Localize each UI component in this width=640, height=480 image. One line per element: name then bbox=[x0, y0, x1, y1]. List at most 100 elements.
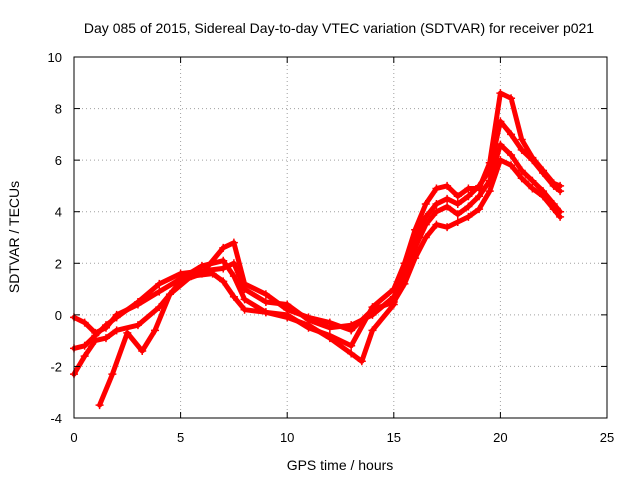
data-point bbox=[443, 181, 452, 190]
data-point bbox=[229, 292, 238, 301]
chart-title: Day 085 of 2015, Sidereal Day-to-day VTE… bbox=[84, 20, 594, 36]
data-point bbox=[539, 192, 548, 201]
series-track-2 bbox=[71, 90, 563, 349]
data-point bbox=[528, 176, 537, 185]
axis-ticks: 0 5 10 15 20 25 -4 -2 0 2 4 6 8 10 bbox=[48, 50, 615, 445]
data-point bbox=[123, 328, 132, 337]
data-point bbox=[507, 94, 516, 103]
data-point bbox=[95, 401, 104, 410]
data-point bbox=[517, 135, 526, 144]
data-point bbox=[112, 326, 121, 335]
data-point bbox=[475, 205, 484, 214]
data-point bbox=[240, 305, 249, 314]
data-point bbox=[219, 277, 228, 286]
data-point bbox=[517, 174, 526, 183]
data-point bbox=[411, 233, 420, 242]
y-tick-label: -4 bbox=[50, 411, 62, 426]
data-point bbox=[411, 254, 420, 263]
data-point bbox=[219, 256, 228, 265]
x-tick-label: 0 bbox=[70, 430, 77, 445]
data-point bbox=[197, 261, 206, 270]
y-tick-label: 4 bbox=[55, 205, 62, 220]
data-point bbox=[80, 352, 89, 361]
x-tick-label: 25 bbox=[600, 430, 614, 445]
data-point bbox=[389, 300, 398, 309]
data-point bbox=[261, 297, 270, 306]
data-point bbox=[556, 187, 565, 196]
data-point bbox=[507, 130, 516, 139]
data-point bbox=[464, 192, 473, 201]
data-point bbox=[261, 308, 270, 317]
data-point bbox=[517, 145, 526, 154]
data-point bbox=[240, 279, 249, 288]
data-point bbox=[443, 223, 452, 232]
y-tick-label: 0 bbox=[55, 308, 62, 323]
data-point bbox=[347, 349, 356, 358]
data-point bbox=[528, 184, 537, 193]
data-point bbox=[453, 199, 462, 208]
plot-frame bbox=[73, 56, 608, 419]
data-point bbox=[357, 357, 366, 366]
data-point bbox=[208, 269, 217, 278]
data-point bbox=[133, 300, 142, 309]
data-point bbox=[229, 259, 238, 268]
data-point bbox=[155, 287, 164, 296]
data-series bbox=[70, 89, 565, 410]
data-point bbox=[432, 184, 441, 193]
x-tick-label: 5 bbox=[177, 430, 184, 445]
y-tick-label: 10 bbox=[48, 50, 62, 65]
data-point bbox=[507, 150, 516, 159]
data-point bbox=[475, 192, 484, 201]
data-point bbox=[507, 161, 516, 170]
data-point bbox=[432, 207, 441, 216]
data-point bbox=[421, 199, 430, 208]
data-point bbox=[496, 156, 505, 165]
data-point bbox=[432, 199, 441, 208]
data-point bbox=[304, 313, 313, 322]
data-point bbox=[138, 346, 147, 355]
data-point bbox=[165, 290, 174, 299]
data-point bbox=[108, 370, 117, 379]
data-point bbox=[539, 169, 548, 178]
data-point bbox=[325, 334, 334, 343]
data-point bbox=[304, 321, 313, 330]
data-point bbox=[400, 264, 409, 273]
data-point bbox=[464, 212, 473, 221]
data-point bbox=[453, 210, 462, 219]
data-point bbox=[432, 220, 441, 229]
data-point bbox=[219, 243, 228, 252]
data-point bbox=[464, 184, 473, 193]
data-point bbox=[421, 212, 430, 221]
data-point bbox=[347, 326, 356, 335]
data-point bbox=[556, 212, 565, 221]
data-point bbox=[283, 305, 292, 314]
data-point bbox=[240, 295, 249, 304]
data-point bbox=[549, 181, 558, 190]
data-point bbox=[453, 192, 462, 201]
data-point bbox=[112, 310, 121, 319]
data-point bbox=[283, 313, 292, 322]
data-point bbox=[475, 181, 484, 190]
data-point bbox=[151, 326, 160, 335]
data-point bbox=[496, 117, 505, 126]
data-point bbox=[91, 336, 100, 345]
x-axis-label: GPS time / hours bbox=[287, 457, 394, 473]
data-point bbox=[453, 218, 462, 227]
data-point bbox=[549, 205, 558, 214]
data-point bbox=[368, 326, 377, 335]
data-point bbox=[133, 321, 142, 330]
series-track-4 bbox=[97, 119, 563, 408]
data-point bbox=[325, 318, 334, 327]
x-tick-label: 20 bbox=[493, 430, 507, 445]
data-point bbox=[464, 202, 473, 211]
data-point bbox=[528, 156, 537, 165]
data-point bbox=[187, 272, 196, 281]
data-point bbox=[443, 194, 452, 203]
data-point bbox=[229, 272, 238, 281]
data-point bbox=[80, 318, 89, 327]
data-point bbox=[347, 341, 356, 350]
y-tick-label: -2 bbox=[50, 359, 62, 374]
x-tick-label: 10 bbox=[280, 430, 294, 445]
data-point bbox=[421, 233, 430, 242]
